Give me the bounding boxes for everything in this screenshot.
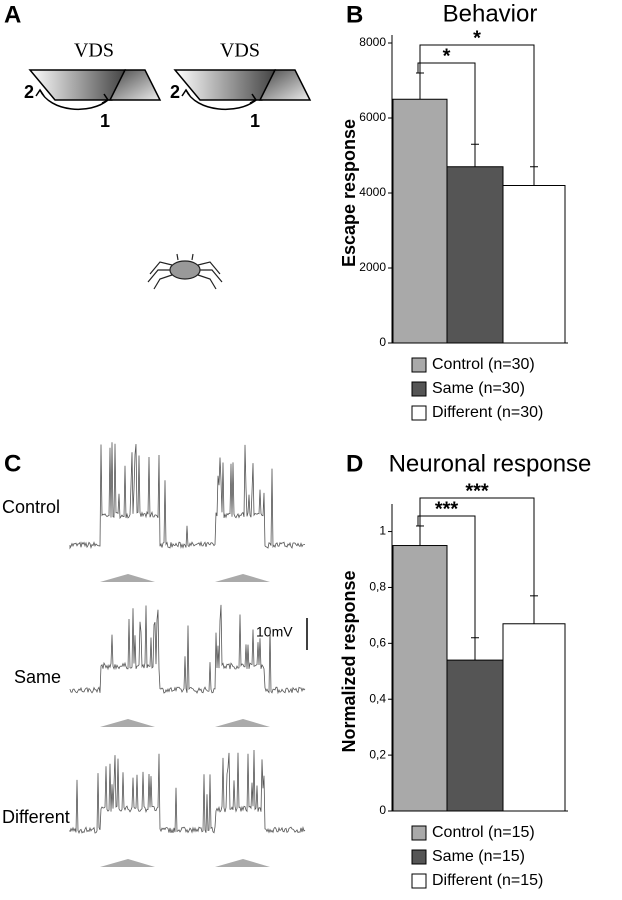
legend-label: Same (n=15) (432, 848, 525, 865)
position-label: 2 (170, 82, 180, 102)
legend-label: Same (n=30) (432, 380, 525, 397)
position-label: 1 (250, 111, 260, 131)
position-label: 1 (100, 111, 110, 131)
y-tick-label: 0 (379, 335, 386, 349)
legend-swatch (411, 873, 427, 889)
trace-label: Different (2, 807, 70, 827)
panel-label: C (4, 450, 21, 477)
legend-swatch (411, 357, 427, 373)
y-tick-label: 0 (379, 803, 386, 817)
scale-bar-label: 10mV (256, 624, 293, 640)
stimulus-marker (215, 719, 270, 727)
stimulus-marker (100, 719, 155, 727)
legend-swatch (411, 381, 427, 397)
trace-label: Control (2, 497, 60, 517)
y-tick-label: 4000 (359, 185, 386, 199)
legend-swatch (411, 825, 427, 841)
bar (392, 98, 448, 344)
significance-label: *** (465, 480, 489, 502)
trace (69, 442, 306, 550)
stimulus-marker (215, 574, 270, 582)
legend-label: Control (n=30) (432, 356, 535, 373)
position-label: 2 (24, 82, 34, 102)
trace-label: Same (14, 667, 61, 687)
y-axis-label: Escape response (339, 119, 359, 267)
significance-bracket (419, 497, 535, 596)
stimulus-diagram (28, 69, 312, 111)
stimulus-marker (215, 859, 270, 867)
panel-label: B (346, 1, 363, 28)
trace (69, 604, 306, 695)
y-tick-label: 0,8 (369, 580, 386, 594)
y-tick-label: 2000 (359, 260, 386, 274)
legend-label: Different (n=30) (432, 404, 543, 421)
significance-label: * (473, 27, 481, 49)
significance-bracket (417, 515, 476, 638)
stimulus-marker (100, 859, 155, 867)
bar (446, 166, 504, 344)
legend-swatch (411, 405, 427, 421)
significance-bracket (417, 62, 476, 145)
legend-label: Different (n=15) (432, 872, 543, 889)
stimulus-label: VDS (74, 40, 114, 62)
y-tick-label: 8000 (359, 35, 386, 49)
y-tick-label: 6000 (359, 110, 386, 124)
crab (147, 253, 223, 290)
y-tick-label: 1 (379, 524, 386, 538)
trace (69, 749, 306, 834)
y-tick-label: 0,6 (369, 636, 386, 650)
stimulus-label: VDS (220, 40, 260, 62)
stimulus-marker (100, 574, 155, 582)
significance-label: *** (435, 498, 459, 520)
chart-title: Neuronal response (389, 450, 592, 477)
chart-title: Behavior (443, 0, 538, 27)
significance-bracket (419, 44, 535, 167)
bar (392, 545, 448, 812)
bar (446, 659, 504, 812)
legend-label: Control (n=15) (432, 824, 535, 841)
bar (502, 623, 566, 812)
legend-swatch (411, 849, 427, 865)
panel-label: D (346, 450, 363, 477)
traces (69, 442, 306, 867)
y-axis-label: Normalized response (339, 570, 359, 752)
y-tick-label: 0,4 (369, 691, 386, 705)
y-tick-label: 0,2 (369, 747, 386, 761)
panel-label: A (4, 1, 21, 28)
bar (502, 185, 566, 344)
significance-label: * (443, 45, 451, 67)
